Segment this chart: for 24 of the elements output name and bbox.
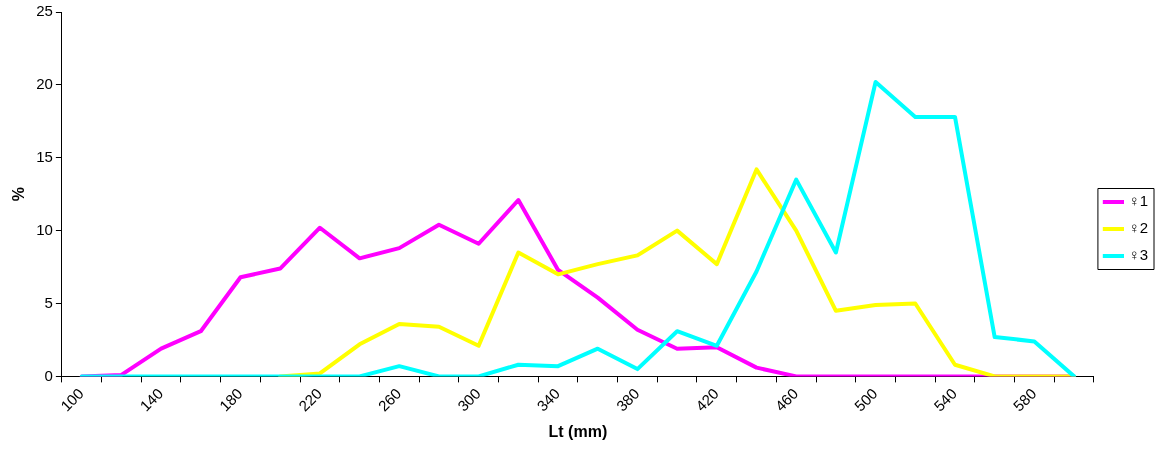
x-tick-label: 420 [692,384,722,415]
x-tick-label: 380 [612,384,643,415]
y-tick-label: 15 [36,147,53,165]
x-tick-label: 300 [453,384,484,415]
y-tick-label: 0 [44,366,53,384]
x-tick-label: 220 [295,384,325,415]
x-tick-label: 100 [57,384,87,415]
y-tick-label: 20 [36,75,53,93]
x-tick-label: 500 [850,384,881,415]
legend-label: ♀3 [1128,246,1148,264]
x-tick-label: 580 [1009,384,1040,415]
x-axis-title: Lt (mm) [548,422,608,440]
x-tick-label: 540 [930,384,961,415]
legend-label: ♀1 [1128,192,1148,210]
x-tick-label: 260 [374,384,405,415]
x-tick-label: 460 [771,384,802,415]
y-tick-label: 5 [44,293,53,311]
x-tick-label: 140 [136,384,167,415]
x-tick-label: 180 [215,384,246,415]
x-tick-label: 340 [533,384,564,415]
y-axis-title: % [10,187,28,202]
y-tick-label: 25 [36,2,53,20]
legend-label: ♀2 [1128,219,1148,237]
y-tick-label: 10 [36,220,53,238]
